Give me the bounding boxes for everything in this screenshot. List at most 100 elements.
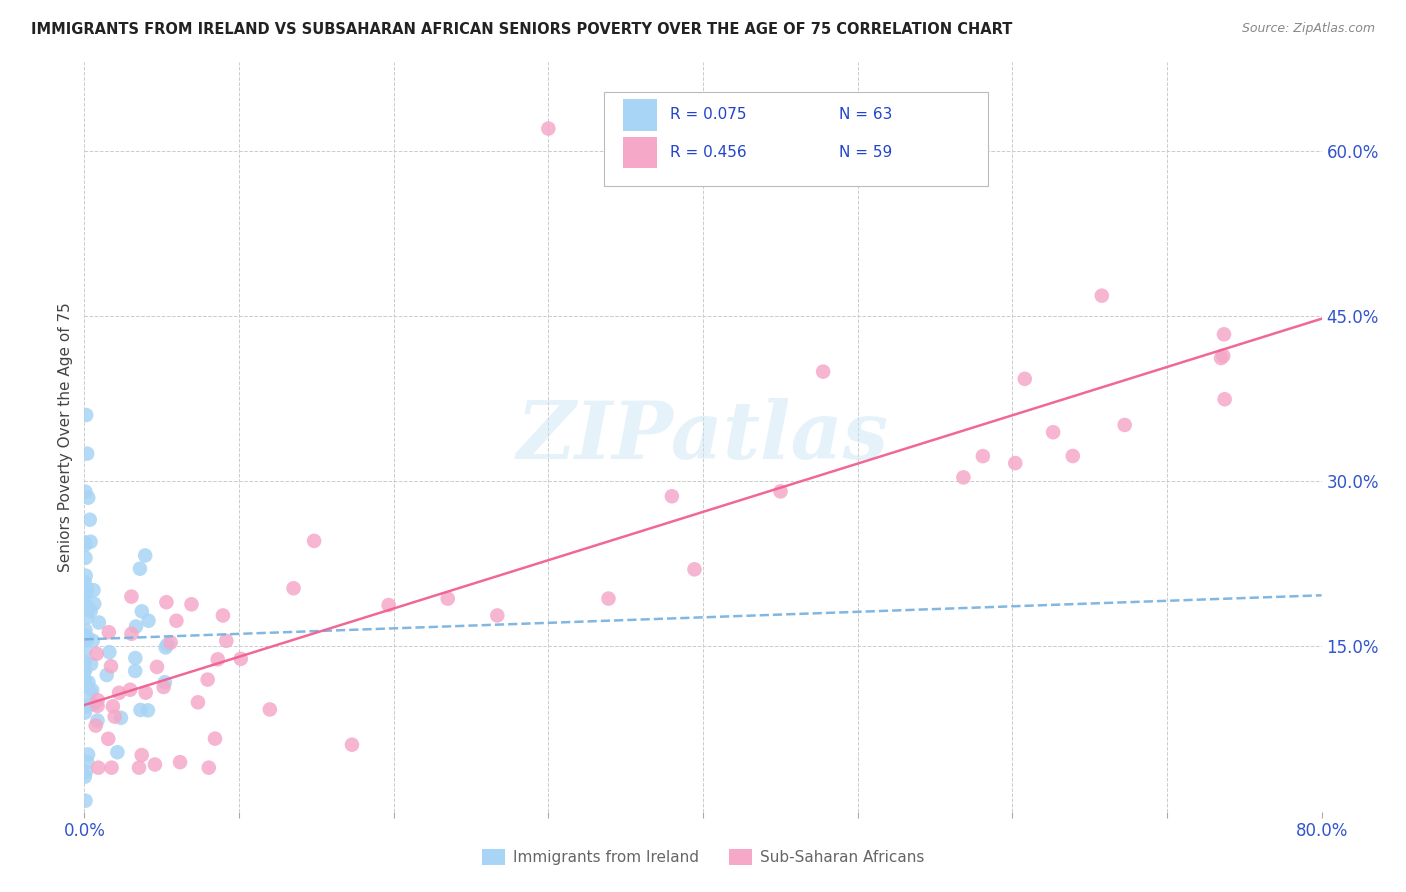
- Point: [661, 489, 683, 503]
- Point: [76, 582, 98, 596]
- Point: [79, 534, 101, 549]
- Text: N = 59: N = 59: [839, 145, 893, 160]
- Point: [952, 470, 974, 484]
- Text: IMMIGRANTS FROM IRELAND VS SUBSAHARAN AFRICAN SENIORS POVERTY OVER THE AGE OF 75: IMMIGRANTS FROM IRELAND VS SUBSAHARAN AF…: [31, 22, 1012, 37]
- Point: [100, 659, 122, 673]
- Point: [79, 685, 101, 699]
- Point: [75, 794, 97, 808]
- Point: [125, 619, 148, 633]
- Point: [1213, 392, 1236, 407]
- Point: [197, 673, 219, 687]
- Point: [76, 699, 98, 714]
- Point: [97, 625, 120, 640]
- Point: [75, 568, 97, 582]
- Point: [204, 731, 226, 746]
- Point: [101, 699, 124, 714]
- Point: [187, 695, 209, 709]
- Point: [128, 761, 150, 775]
- Point: [73, 655, 96, 669]
- Point: [212, 608, 235, 623]
- Point: [87, 615, 110, 630]
- Point: [100, 761, 122, 775]
- Point: [105, 745, 128, 759]
- Point: [120, 682, 142, 697]
- Point: [84, 718, 107, 732]
- Text: R = 0.456: R = 0.456: [669, 145, 747, 160]
- Point: [129, 562, 152, 576]
- Bar: [623, 99, 657, 130]
- Point: [159, 635, 181, 649]
- Point: [75, 632, 97, 646]
- Point: [80, 604, 103, 618]
- Point: [486, 608, 509, 623]
- Point: [76, 631, 98, 645]
- Point: [73, 663, 96, 677]
- Point: [537, 121, 560, 136]
- Point: [77, 491, 100, 505]
- Point: [77, 675, 100, 690]
- Point: [283, 581, 305, 595]
- Point: [82, 583, 104, 598]
- Point: [124, 651, 146, 665]
- Point: [340, 738, 363, 752]
- Point: [75, 408, 97, 422]
- Point: [131, 604, 153, 618]
- Point: [73, 596, 96, 610]
- Point: [75, 484, 97, 499]
- Point: [215, 633, 238, 648]
- Point: [169, 755, 191, 769]
- Point: [134, 549, 156, 563]
- Bar: [623, 136, 657, 168]
- Point: [73, 538, 96, 552]
- Point: [110, 711, 132, 725]
- Point: [98, 645, 121, 659]
- Point: [82, 633, 104, 648]
- Point: [73, 673, 96, 688]
- Point: [121, 626, 143, 640]
- Point: [197, 761, 219, 775]
- Point: [77, 601, 100, 615]
- Point: [155, 595, 177, 609]
- Point: [377, 598, 399, 612]
- Point: [120, 590, 142, 604]
- Point: [73, 706, 96, 720]
- Point: [73, 575, 96, 590]
- Point: [76, 610, 98, 624]
- Point: [86, 647, 108, 661]
- Point: [1062, 449, 1084, 463]
- Point: [73, 587, 96, 601]
- Point: [436, 591, 458, 606]
- Point: [146, 660, 169, 674]
- Point: [302, 533, 325, 548]
- Point: [124, 664, 146, 678]
- Point: [76, 755, 98, 769]
- Point: [1213, 327, 1236, 342]
- Point: [156, 638, 179, 652]
- Point: [86, 698, 108, 713]
- Point: [1042, 425, 1064, 440]
- Point: [79, 513, 101, 527]
- Point: [76, 698, 98, 712]
- Point: [1004, 456, 1026, 470]
- Point: [108, 686, 131, 700]
- Point: [207, 652, 229, 666]
- Legend: Immigrants from Ireland, Sub-Saharan Africans: Immigrants from Ireland, Sub-Saharan Afr…: [475, 843, 931, 871]
- Point: [76, 447, 98, 461]
- Point: [155, 640, 177, 655]
- Point: [82, 683, 104, 698]
- Point: [73, 628, 96, 642]
- Text: R = 0.075: R = 0.075: [669, 107, 747, 122]
- Point: [135, 686, 157, 700]
- Point: [143, 757, 166, 772]
- Point: [136, 703, 159, 717]
- Point: [75, 764, 97, 779]
- Point: [683, 562, 706, 576]
- Point: [811, 365, 834, 379]
- Point: [77, 747, 100, 762]
- Point: [598, 591, 620, 606]
- Text: ZIPatlas: ZIPatlas: [517, 399, 889, 475]
- Point: [73, 664, 96, 678]
- Point: [73, 673, 96, 688]
- Point: [75, 623, 97, 637]
- Point: [97, 731, 120, 746]
